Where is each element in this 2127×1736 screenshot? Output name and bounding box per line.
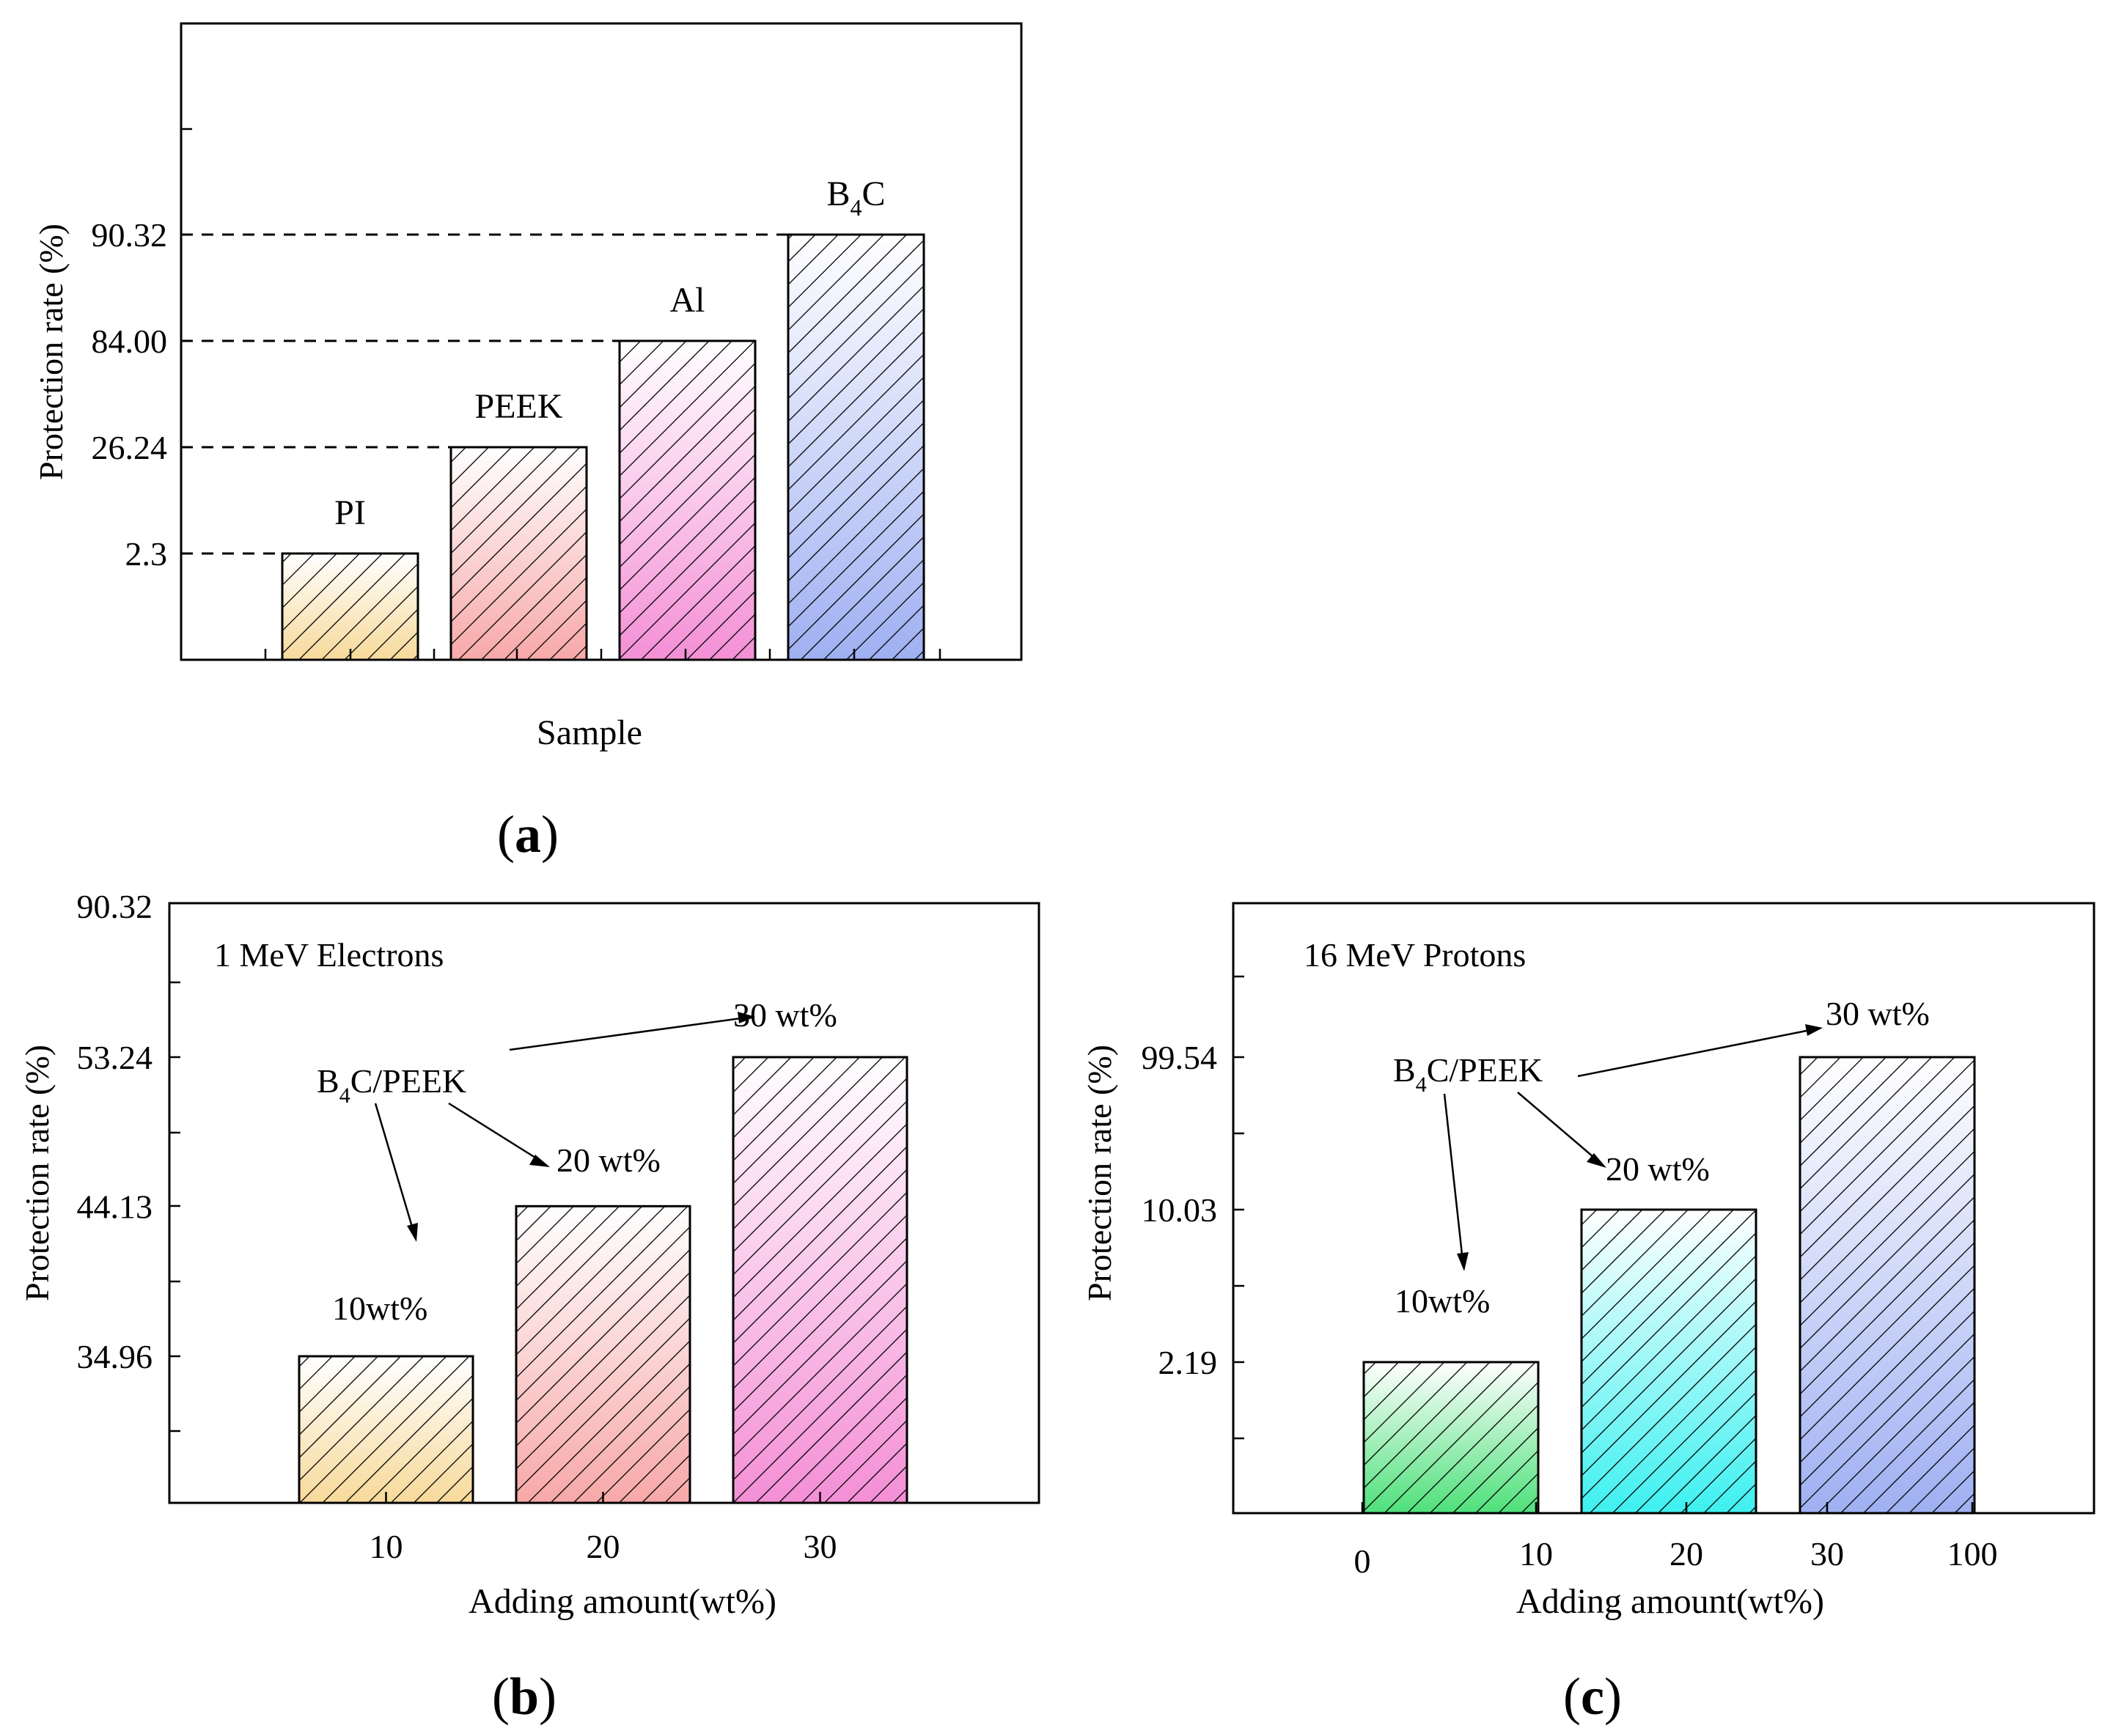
panel-a-bar-peek-hatch	[451, 447, 587, 660]
panel-c-bar-label-2: 30 wt%	[1826, 995, 1930, 1032]
panel-b-y-axis-label: Protection rate (%)	[18, 1045, 56, 1301]
panel-c-bar-label-0: 10wt%	[1395, 1282, 1490, 1320]
panel-c-bar-30	[1799, 1056, 1976, 1515]
panel-a-bar-label-sub-3: 4	[851, 194, 862, 221]
panel-a: 2.3 26.24 84.00 90.32 PI PEEK Al B4C Protectio…	[32, 22, 1023, 864]
panel-c-arrowhead-20	[1587, 1153, 1606, 1168]
panel-b-caption: (b)	[492, 1667, 556, 1726]
panel-c-ytick-label-1: 10.03	[1142, 1191, 1218, 1229]
panel-b-arrows	[374, 1012, 755, 1242]
panel-b-annotation: B4C/PEEK	[317, 1062, 466, 1108]
panel-c-arrows	[1443, 1024, 1823, 1271]
panel-b-ytick-label-0: 34.96	[77, 1338, 153, 1375]
panel-a-caption-letter: a	[515, 805, 541, 864]
panel-c: 2.19 10.03 99.54 0 10 20 30 100 10wt% 20 wt% 30 …	[1081, 902, 2095, 1726]
panel-c-x-axis-label: Adding amount(wt%)	[1516, 1582, 1824, 1621]
panel-c-title: 16 MeV Protons	[1304, 936, 1526, 974]
panel-c-bar-10-hatch	[1364, 1362, 1538, 1513]
panel-a-ytick-label-1: 26.24	[92, 429, 168, 466]
panel-b-ytick-label-3: 90.32	[77, 888, 153, 925]
panel-a-bar-pi-hatch	[282, 553, 418, 660]
panel-b-arrow-10	[374, 1103, 415, 1232]
panel-c-arrow-30	[1577, 1028, 1815, 1078]
panel-c-xtick-label-0: 0	[1354, 1542, 1371, 1580]
panel-c-annotation-sub: 4	[1416, 1073, 1427, 1097]
panel-a-x-axis-label: Sample	[537, 713, 642, 752]
panel-b-title: 1 MeV Electrons	[214, 936, 444, 974]
panel-c-bar-20-hatch	[1582, 1210, 1756, 1513]
panel-b-annotation-main: B	[317, 1062, 339, 1100]
panel-a-bar-al	[618, 339, 757, 661]
panel-b-arrow-20	[448, 1102, 542, 1163]
panel-a-bar-b4c-hatch	[788, 235, 924, 660]
panel-c-bar-30-hatch	[1800, 1057, 1974, 1513]
panel-c-xtick-label-1: 10	[1519, 1535, 1553, 1573]
panel-c-arrowhead-10	[1457, 1252, 1469, 1271]
panel-c-ytick-label-2: 99.54	[1142, 1039, 1218, 1076]
panel-b-xtick-label-10: 10	[370, 1528, 403, 1565]
panel-b-bar-label-2: 30 wt%	[733, 996, 837, 1034]
panel-a-ytick-label-0: 2.3	[125, 535, 168, 573]
panel-c-xtick-label-2: 20	[1669, 1535, 1703, 1573]
panel-b-bar-label-0: 10wt%	[332, 1290, 427, 1327]
panel-a-bar-b4c	[787, 233, 925, 661]
panel-b-annotation-tail: C/PEEK	[350, 1062, 466, 1100]
panel-c-annotation-main: B	[1393, 1051, 1416, 1089]
panel-a-bar-al-hatch	[620, 341, 755, 660]
panel-a-y-axis-label: Protection rate (%)	[32, 224, 70, 480]
panel-b-bar-30-hatch	[733, 1057, 907, 1503]
panel-c-y-axis-label: Protection rate (%)	[1081, 1045, 1118, 1301]
panel-b-ytick-label-2: 53.24	[77, 1039, 153, 1076]
panel-c-caption: (c)	[1563, 1667, 1622, 1726]
panel-a-bar-label-main-2: Al	[670, 281, 705, 320]
panel-a-ytick-label-3: 90.32	[92, 216, 168, 254]
panel-b-bar-label-1: 20 wt%	[556, 1141, 661, 1179]
panel-b-x-axis-label: Adding amount(wt%)	[469, 1582, 776, 1621]
panel-c-xtick-label-4: 100	[1947, 1535, 1998, 1573]
panel-a-bar-label-2: Al	[670, 281, 705, 320]
panel-b-arrow-30	[509, 1016, 747, 1051]
panel-a-bar-label-0: PI	[334, 493, 366, 532]
panel-c-annotation-tail: C/PEEK	[1427, 1051, 1543, 1089]
panel-a-bar-label-tail-3: C	[862, 174, 886, 213]
panel-c-bar-label-1: 20 wt%	[1606, 1150, 1710, 1188]
panel-b-xtick-label-20: 20	[587, 1528, 620, 1565]
panel-a-bar-label-main-0: PI	[334, 493, 366, 532]
panel-a-bar-peek	[449, 446, 588, 661]
panel-b-arrowhead-30	[738, 1012, 755, 1023]
panel-c-xtick-label-3: 30	[1810, 1535, 1844, 1573]
panel-c-arrow-10	[1443, 1093, 1464, 1262]
panel-c-bar-20	[1580, 1208, 1757, 1515]
panel-c-ytick-label-0: 2.19	[1158, 1344, 1218, 1381]
panel-b-annotation-sub: 4	[339, 1084, 350, 1108]
panel-b-bar-10-hatch	[299, 1356, 473, 1503]
panel-a-ytick-label-2: 84.00	[92, 323, 168, 360]
panel-c-arrow-20	[1517, 1092, 1599, 1162]
panel-b-arrowhead-10	[407, 1223, 418, 1242]
panel-a-bar-label-1: PEEK	[475, 387, 563, 426]
panel-c-bar-10	[1362, 1361, 1540, 1515]
panel-c-caption-letter: c	[1581, 1667, 1604, 1726]
panel-a-caption: (a)	[497, 805, 559, 864]
panel-c-annotation: B4C/PEEK	[1393, 1051, 1543, 1097]
panel-a-bar-label-main-1: PEEK	[475, 387, 563, 426]
panel-b: 34.96 44.13 53.24 90.32 10 20 30 10wt% 20 wt% 3…	[18, 888, 1040, 1726]
panel-b-bar-20-hatch	[516, 1206, 690, 1503]
panel-a-bar-label-main-3: B	[826, 174, 850, 213]
panel-b-arrowhead-20	[529, 1155, 550, 1167]
panel-b-xtick-label-30: 30	[804, 1528, 837, 1565]
panel-c-arrowhead-30	[1805, 1024, 1823, 1036]
panel-b-caption-letter: b	[510, 1667, 539, 1726]
panel-a-bar-label-3: B4C	[826, 174, 885, 221]
panel-b-ytick-label-1: 44.13	[77, 1188, 153, 1225]
